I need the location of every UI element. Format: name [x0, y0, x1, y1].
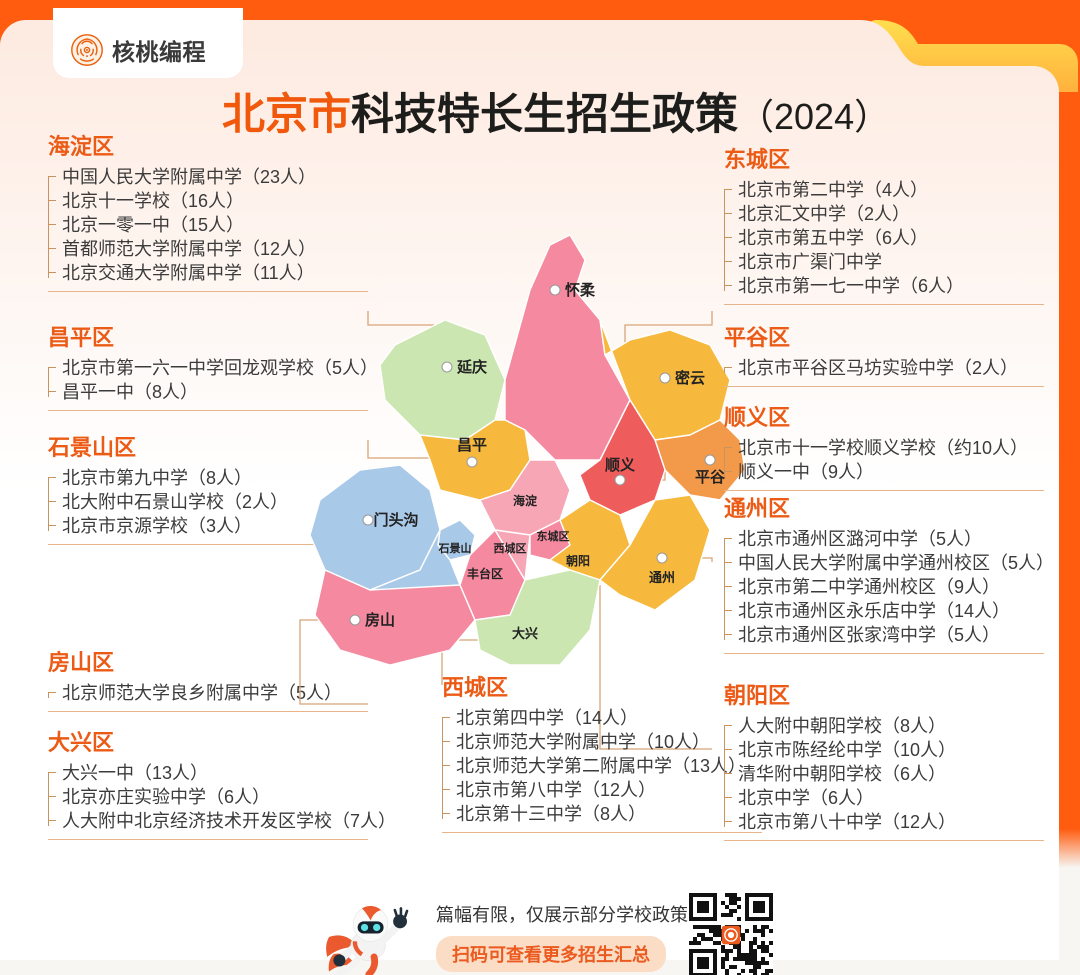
svg-text:密云: 密云	[675, 369, 705, 387]
svg-text:顺义: 顺义	[605, 456, 635, 474]
svg-text:昌平: 昌平	[457, 437, 487, 454]
svg-text:通州: 通州	[649, 570, 675, 585]
svg-text:西城区: 西城区	[494, 541, 527, 555]
svg-text:海淀: 海淀	[513, 493, 538, 508]
svg-text:房山: 房山	[365, 611, 395, 629]
svg-text:丰台区: 丰台区	[467, 566, 503, 581]
svg-text:石景山: 石景山	[438, 541, 472, 555]
svg-text:平谷: 平谷	[695, 469, 726, 486]
svg-text:东城区: 东城区	[537, 529, 570, 543]
svg-text:朝阳: 朝阳	[566, 553, 590, 568]
svg-text:延庆: 延庆	[456, 358, 487, 376]
svg-text:大兴: 大兴	[512, 626, 538, 641]
svg-text:怀柔: 怀柔	[565, 281, 596, 299]
svg-text:门头沟: 门头沟	[373, 511, 418, 529]
